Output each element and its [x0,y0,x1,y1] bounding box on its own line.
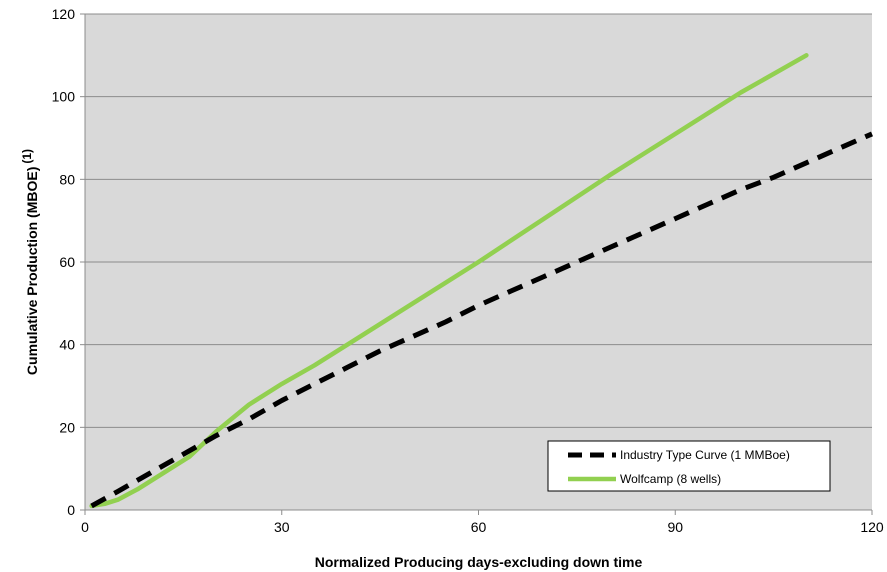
y-tick-label-120: 120 [52,6,76,22]
legend: Industry Type Curve (1 MMBoe) Wolfcamp (… [547,440,831,492]
y-tick-label-60: 60 [59,254,75,270]
y-tick-label-20: 20 [59,419,75,435]
y-tick-label-0: 0 [67,502,75,518]
y-axis-title-superscript: (1) [20,149,34,164]
x-axis-title: Normalized Producing days-excluding down… [315,554,643,570]
y-axis-title-group: Cumulative Production (MBOE) (1) [20,149,40,375]
legend-label-industry-type-curve: Industry Type Curve (1 MMBoe) [620,448,790,462]
series-line-wolfcamp [89,53,809,509]
y-tick-label-80: 80 [59,171,75,187]
series-lines [89,53,874,509]
y-tick-label-100: 100 [52,89,76,105]
axes [80,13,873,515]
legend-box [547,440,831,492]
x-tick-label-0: 0 [81,519,89,535]
x-tick-label-30: 30 [274,519,290,535]
y-axis-title-main: Cumulative Production (MBOE) [24,167,40,375]
tick-labels: 0 30 60 90 120 0 20 40 60 80 100 120 [52,6,884,535]
x-tick-label-120: 120 [860,519,884,535]
x-tick-label-90: 90 [667,519,683,535]
y-axis-title: Cumulative Production (MBOE) (1) [20,149,40,375]
legend-label-wolfcamp: Wolfcamp (8 wells) [620,472,721,486]
y-tick-label-40: 40 [59,337,75,353]
series-line-industry-type-curve [90,131,874,509]
x-tick-label-60: 60 [471,519,487,535]
